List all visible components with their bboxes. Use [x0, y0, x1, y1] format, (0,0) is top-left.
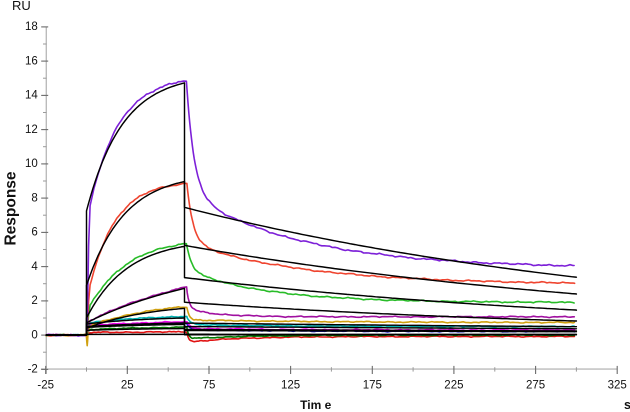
- svg-text:125: 125: [281, 380, 300, 392]
- svg-text:10: 10: [25, 158, 38, 170]
- svg-text:75: 75: [203, 380, 216, 392]
- svg-text:16: 16: [25, 55, 38, 67]
- svg-text:18: 18: [25, 21, 38, 33]
- svg-text:175: 175: [363, 380, 382, 392]
- svg-text:225: 225: [444, 380, 463, 392]
- svg-text:275: 275: [526, 380, 545, 392]
- svg-text:Response: Response: [3, 171, 20, 245]
- svg-text:2: 2: [31, 295, 37, 307]
- svg-text:4: 4: [31, 261, 38, 273]
- svg-text:Tim e: Tim e: [300, 398, 331, 412]
- svg-text:-2: -2: [28, 364, 38, 376]
- svg-text:25: 25: [121, 380, 134, 392]
- svg-text:6: 6: [31, 227, 37, 239]
- svg-text:0: 0: [31, 329, 37, 341]
- svg-text:-25: -25: [37, 380, 54, 392]
- svg-text:12: 12: [25, 124, 38, 136]
- svg-text:14: 14: [25, 90, 38, 102]
- svg-text:8: 8: [31, 192, 37, 204]
- svg-text:RU: RU: [12, 0, 31, 13]
- svg-text:325: 325: [608, 380, 627, 392]
- svg-text:s: s: [624, 398, 630, 412]
